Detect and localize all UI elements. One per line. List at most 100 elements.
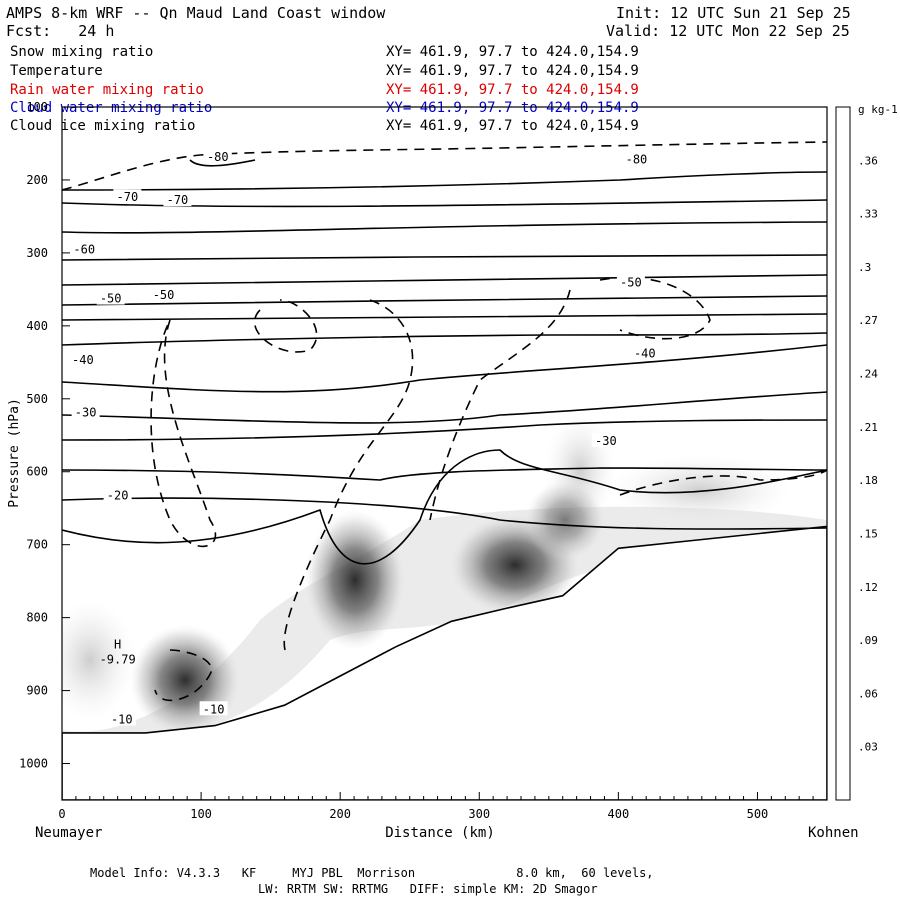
colorbar-label: .27 [858, 314, 878, 327]
snow-blob-light-2 [610, 455, 790, 525]
cloud-ice-2 [253, 299, 318, 353]
y-tick-label: 800 [26, 611, 48, 625]
temperature-label-bg [163, 192, 192, 207]
x-tick-label: 500 [747, 807, 769, 821]
colorbar-label: .09 [858, 634, 878, 647]
y-tick-label: 300 [26, 246, 48, 260]
colorbar-label: .3 [858, 261, 871, 274]
high-marker-letter: H [114, 638, 121, 652]
temperature-label: -80 [626, 152, 648, 166]
temperature-label-bg [616, 274, 645, 289]
y-tick-label: 900 [26, 684, 48, 698]
x-tick-label: 400 [608, 807, 630, 821]
colorbar-frame [835, 106, 851, 801]
temperature-label: -10 [203, 702, 225, 716]
model-info-line1: Model Info: V4.3.3 KF MYJ PBL Morrison 8… [90, 866, 654, 880]
colorbar-label: .36 [858, 154, 878, 167]
snow-blob-1 [130, 625, 240, 735]
chart-title: AMPS 8-km WRF -- Qn Maud Land Coast wind… [6, 4, 386, 22]
legend-label-cloud-ice: Cloud ice mixing ratio [10, 118, 196, 134]
isotherm-80b [62, 171, 827, 191]
model-info-line2: LW: RRTM SW: RRTMG DIFF: simple KM: 2D S… [258, 882, 598, 896]
y-tick-label: 700 [26, 538, 48, 552]
legend-xy-cloud-water: XY= 461.9, 97.7 to 424.0,154.9 [386, 100, 639, 116]
legend-label-temperature: Temperature [10, 63, 103, 79]
colorbar-label: .24 [858, 368, 878, 381]
temperature-label-bg [203, 149, 232, 164]
cloud-ice-5 [599, 276, 711, 340]
colorbar-unit: g kg-1 [858, 103, 898, 116]
init-time: Init: 12 UTC Sun 21 Sep 25 [616, 4, 851, 22]
temperature-label: -10 [111, 712, 133, 726]
y-tick-label: 1000 [19, 757, 48, 771]
colorbar-label: .03 [858, 741, 878, 754]
cloud-ice-3 [283, 299, 414, 651]
legend-label-cloud-water: Cloud water mixing ratio [10, 100, 213, 116]
temperature-label-bg [71, 404, 100, 419]
colorbar-label: .33 [858, 208, 878, 221]
isotherm-70b [62, 221, 827, 234]
isotherm-65 [62, 254, 827, 261]
snow-blob-2 [305, 510, 405, 650]
temperature-label: -50 [620, 276, 642, 290]
legend-label-rain: Rain water mixing ratio [10, 82, 204, 98]
cloud-ice-1 [150, 319, 217, 548]
temperature-label-bg [622, 151, 651, 166]
colorbar: g kg-1 .03 .06 .09 .12 .15 .18 .21 .24 .27 .3 .33 .3… [835, 103, 898, 801]
legend-xy-temperature: XY= 461.9, 97.7 to 424.0,154.9 [386, 63, 639, 79]
high-marker-value: -9.79 [100, 653, 136, 667]
legend-label-snow: Snow mixing ratio [10, 44, 154, 60]
legend-xy-rain: XY= 461.9, 97.7 to 424.0,154.9 [386, 82, 639, 98]
temperature-label-bg [107, 711, 136, 726]
temperature-label: -30 [75, 405, 97, 419]
temperature-label-bg [96, 290, 125, 305]
terrain-surface [62, 525, 827, 800]
cloud-ice-top [62, 141, 827, 191]
cloud-ice-7 [619, 469, 827, 496]
isotherm-70 [62, 199, 827, 208]
colorbar-label: .18 [858, 474, 878, 487]
isotherm-25 [62, 497, 827, 530]
isotherm-80a [189, 159, 256, 167]
isotherm-50 [62, 332, 827, 346]
colorbar-label: .15 [858, 527, 878, 540]
temperature-label: -40 [72, 353, 94, 367]
legend-xy-cloud-ice: XY= 461.9, 97.7 to 424.0,154.9 [386, 118, 639, 134]
temperature-label-bg [70, 241, 99, 256]
y-tick-label: 500 [26, 392, 48, 406]
snow-blob-light-3 [62, 600, 135, 720]
colorbar-label: .21 [858, 421, 878, 434]
temperature-label: -80 [207, 150, 229, 164]
forecast-hour: Fcst: 24 h [6, 22, 115, 40]
snow-blob-4 [525, 480, 605, 560]
valid-time: Valid: 12 UTC Mon 22 Sep 25 [606, 22, 850, 40]
temperature-label-bg [68, 351, 97, 366]
temperature-label: -50 [100, 292, 122, 306]
left-station: Neumayer [35, 825, 102, 841]
temperature-label: -60 [73, 243, 95, 257]
plot-frame [61, 106, 828, 801]
cloud-ice-6 [154, 649, 213, 702]
y-tick-label: 400 [26, 319, 48, 333]
right-station: Kohnen [808, 825, 859, 841]
y-axis-label: Pressure (hPa) [7, 398, 22, 508]
cloud-ice-4 [429, 289, 571, 521]
temperature-label-bg [199, 701, 228, 716]
temperature-label-bg [149, 286, 178, 301]
temperature-label: -20 [107, 489, 129, 503]
x-axis-label: Distance (km) [385, 825, 495, 841]
isotherm-35 [62, 419, 827, 441]
temperature-label: -70 [117, 190, 139, 204]
x-tick-label: 300 [468, 807, 490, 821]
x-tick-label: 200 [329, 807, 351, 821]
cloud-ice-contours [62, 141, 827, 702]
colorbar-label: .12 [858, 581, 878, 594]
temperature-label-bg [103, 487, 132, 502]
isotherm-55 [62, 295, 827, 306]
isotherm-60 [62, 274, 827, 286]
isotherm-45 [62, 344, 827, 393]
temperature-label: -50 [153, 288, 175, 302]
legend-xy-snow: XY= 461.9, 97.7 to 424.0,154.9 [386, 44, 639, 60]
temperature-label: -30 [595, 434, 617, 448]
